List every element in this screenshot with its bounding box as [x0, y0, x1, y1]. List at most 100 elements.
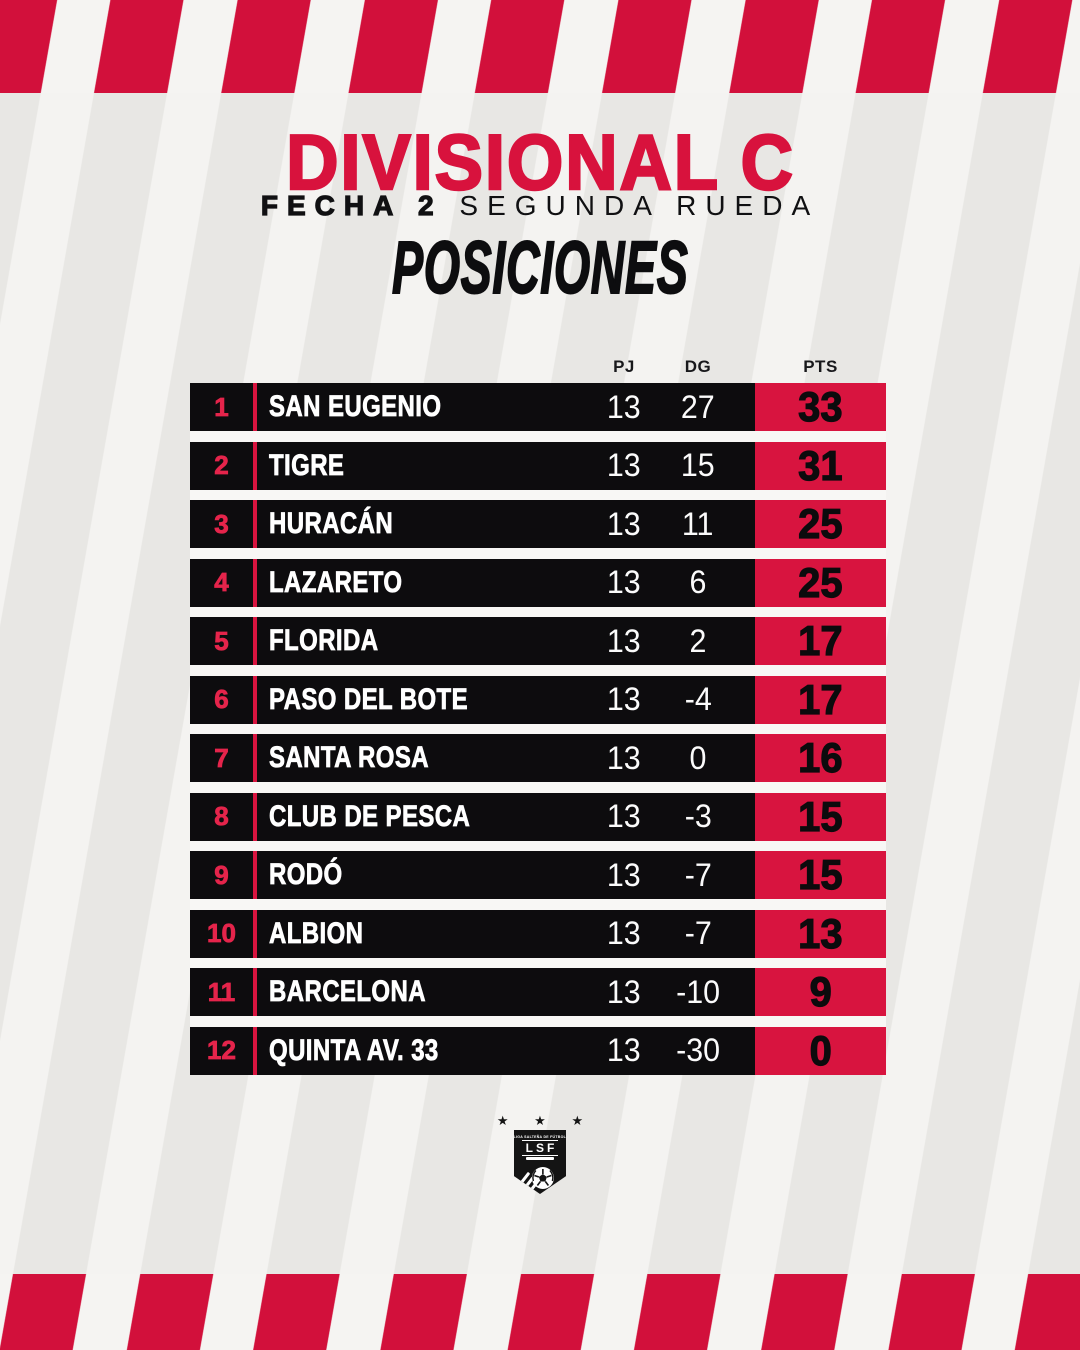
pj-cell: 13: [607, 681, 641, 717]
standings-table: 1 SAN EUGENIO 13 27 33 2 TIGRE 13 15 31 …: [190, 382, 886, 1075]
rank-divider: [253, 909, 257, 958]
team-name-cell: PASO DEL BOTE: [269, 682, 469, 716]
team-name-cell: LAZARETO: [269, 565, 403, 599]
logo-abbreviation: LSF: [521, 1140, 559, 1156]
rank-cell: 1: [214, 391, 229, 422]
table-row: 12 QUINTA AV. 33 13 -30 0: [190, 1026, 886, 1075]
pj-cell: 13: [607, 915, 641, 951]
column-header-pj: PJ: [613, 357, 635, 376]
dg-cell: -3: [684, 798, 712, 834]
rank-divider: [253, 734, 257, 782]
dg-cell: -4: [684, 681, 712, 717]
dg-cell: -30: [676, 1032, 720, 1068]
table-row: 11 BARCELONA 13 -10 9: [190, 967, 886, 1016]
pts-cell: 25: [755, 558, 886, 607]
rank-cell: 11: [207, 976, 236, 1007]
pj-cell: 13: [607, 447, 641, 483]
rank-divider: [253, 617, 257, 665]
rank-cell: 4: [214, 567, 229, 598]
pts-cell: 13: [755, 909, 886, 958]
dg-cell: 6: [689, 564, 707, 600]
dg-cell: -7: [684, 915, 712, 951]
red-diagonal-stripes-bottom: [0, 1274, 1080, 1350]
pts-cell: 25: [755, 499, 886, 548]
pts-cell: 31: [755, 441, 886, 490]
pts-cell: 17: [755, 616, 886, 665]
table-row: 2 TIGRE 13 15 31: [190, 441, 886, 490]
team-name-cell: FLORIDA: [269, 624, 379, 658]
logo-tagline-bar: [526, 1157, 554, 1160]
table-row: 9 RODÓ 13 -7 15: [190, 850, 886, 899]
rank-divider: [253, 968, 257, 1016]
pj-cell: 13: [607, 1032, 641, 1068]
pts-cell: 0: [755, 1026, 886, 1075]
pts-cell: 17: [755, 675, 886, 724]
pj-cell: 13: [607, 564, 641, 600]
pj-cell: 13: [607, 505, 641, 542]
team-name-cell: HURACÁN: [269, 507, 394, 541]
team-name-cell: ALBION: [269, 916, 364, 950]
rank-divider: [253, 441, 257, 490]
pj-cell: 13: [607, 622, 641, 659]
logo-shield-icon: LIGA SALTEÑA DE FÚTBOL LSF: [514, 1130, 566, 1194]
rank-divider: [253, 558, 257, 607]
logo-stars-icon: ★ ★ ★: [496, 1113, 595, 1128]
dg-cell: 2: [689, 622, 707, 659]
column-header-dg: DG: [684, 357, 712, 376]
dg-cell: -7: [684, 856, 712, 893]
rank-divider: [253, 851, 257, 899]
rank-divider: [253, 1026, 257, 1075]
table-row: 10 ALBION 13 -7 13: [190, 909, 886, 958]
background-stripes-top-band: [0, 0, 1080, 93]
dg-cell: 27: [681, 388, 715, 425]
rank-cell: 9: [214, 859, 229, 890]
soccer-ball-icon: [531, 1167, 554, 1189]
team-name-cell: CLUB DE PESCA: [269, 799, 471, 833]
table-row: 7 SANTA ROSA 13 0 16: [190, 733, 886, 782]
team-name-cell: RODÓ: [269, 858, 343, 892]
subtitle-rueda: SEGUNDA RUEDA: [442, 190, 820, 221]
dg-cell: -10: [676, 973, 720, 1010]
pts-cell: 9: [755, 967, 886, 1016]
background-stripes-bottom-band: [0, 1274, 1080, 1350]
team-name-cell: SANTA ROSA: [269, 741, 429, 775]
table-row: 5 FLORIDA 13 2 17: [190, 616, 886, 665]
team-name-cell: QUINTA AV. 33: [269, 1033, 439, 1067]
rank-cell: 6: [214, 684, 229, 715]
rank-cell: 5: [214, 625, 229, 656]
table-row: 1 SAN EUGENIO 13 27 33: [190, 382, 886, 431]
pj-cell: 13: [607, 798, 641, 834]
logo-league-name: LIGA SALTEÑA DE FÚTBOL: [513, 1134, 567, 1139]
rank-cell: 2: [214, 450, 229, 481]
section-title: POSICIONES: [0, 230, 1080, 306]
rank-divider: [253, 792, 257, 841]
dg-cell: 0: [689, 739, 707, 776]
rank-divider: [253, 675, 257, 724]
pj-cell: 13: [607, 856, 641, 893]
rank-cell: 7: [214, 742, 229, 773]
red-diagonal-stripes-top: [0, 0, 1080, 93]
rank-cell: 8: [214, 801, 229, 832]
pj-cell: 13: [607, 739, 641, 776]
pj-cell: 13: [607, 973, 641, 1010]
subtitle: FECHA 2 SEGUNDA RUEDA: [0, 190, 1080, 221]
league-logo: ★ ★ ★ LIGA SALTEÑA DE FÚTBOL LSF: [0, 1114, 1080, 1194]
column-header-pts: PTS: [803, 357, 838, 376]
table-row: 4 LAZARETO 13 6 25: [190, 558, 886, 607]
pts-cell: 33: [755, 382, 886, 431]
subtitle-fecha: FECHA 2: [260, 190, 443, 221]
pts-cell: 15: [755, 792, 886, 841]
dg-cell: 15: [681, 447, 715, 483]
rank-cell: 12: [207, 1035, 237, 1066]
team-name-cell: BARCELONA: [269, 975, 426, 1009]
pts-cell: 15: [755, 850, 886, 899]
rank-divider: [253, 383, 257, 431]
table-row: 8 CLUB DE PESCA 13 -3 15: [190, 792, 886, 841]
page-title-text: DIVISIONAL C: [284, 118, 795, 206]
table-row: 3 HURACÁN 13 11 25: [190, 499, 886, 548]
team-name-cell: SAN EUGENIO: [269, 390, 442, 424]
pts-cell: 16: [755, 733, 886, 782]
rank-cell: 3: [214, 508, 229, 539]
page-title: DIVISIONAL C: [0, 118, 1080, 206]
